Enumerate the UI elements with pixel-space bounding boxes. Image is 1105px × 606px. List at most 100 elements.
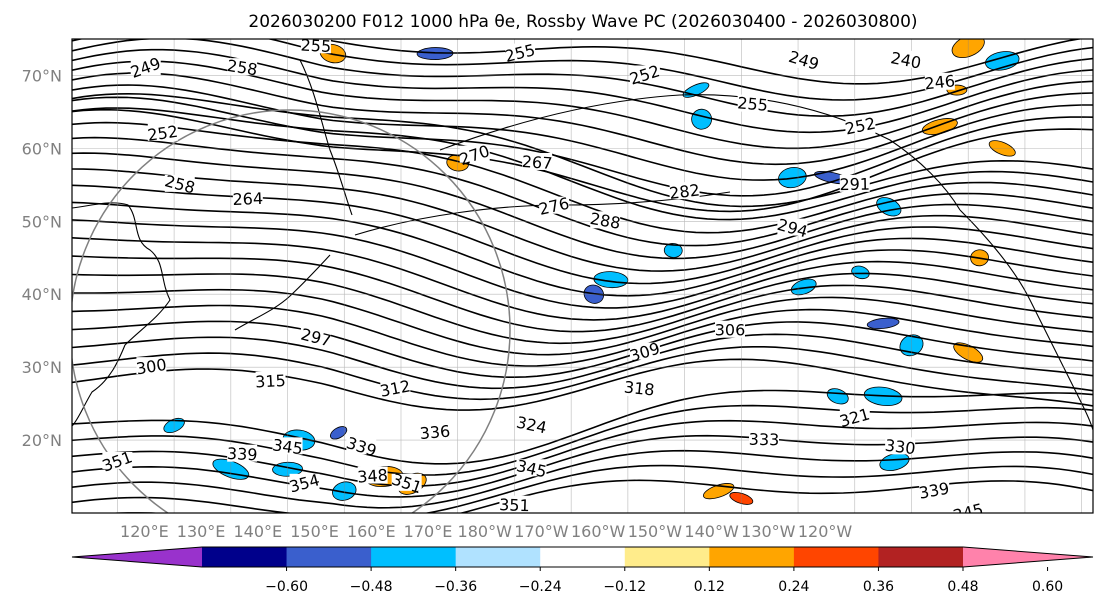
colorbar-outline [71, 546, 1094, 568]
contour-label-bg [459, 145, 490, 163]
contour-label: 351 [499, 495, 530, 515]
colorbar-segment [202, 547, 288, 567]
contour-label-bg [890, 50, 921, 68]
colorbar-segment [455, 547, 541, 567]
contour-label-bg [714, 320, 745, 338]
contour-label-bg [629, 65, 660, 83]
figure-title: 2026030200 F012 1000 hPa θe, Rossby Wave… [248, 12, 917, 32]
contour-line [72, 333, 1093, 390]
colorbar [71, 546, 1094, 568]
contour-label-bg [164, 174, 195, 192]
contour-line [72, 92, 1093, 208]
colorbar-tick-label: 0.48 [947, 579, 978, 595]
contour-label-bg [590, 211, 621, 229]
lon-label: 150°W [628, 522, 683, 541]
anomaly-patch [790, 278, 817, 296]
contour-label-bg [505, 43, 536, 61]
contour-label: 282 [668, 180, 701, 203]
contour-label-bg [839, 408, 870, 426]
contour-line [72, 219, 1093, 309]
longitude-labels: 120°E 130°E 140°E 150°E 160°E 170°E 180°W 170°W… [120, 522, 852, 541]
contour-line [72, 237, 1093, 321]
colorbar-extend-low [72, 547, 202, 567]
colorbar-tick-label: −0.48 [350, 579, 393, 595]
colorbar-segment [878, 547, 964, 567]
contour-label-bg [629, 342, 660, 360]
anomaly-patch [330, 426, 348, 440]
contour-label-bg [737, 94, 768, 112]
contour-label-bg [885, 437, 916, 455]
contour-line [320, 39, 1084, 85]
contour-line [72, 358, 1093, 411]
colorbar-tick-label: 0.60 [1032, 579, 1063, 595]
map-frame [71, 38, 1094, 514]
contour-label-bg [227, 58, 258, 76]
contour-line [72, 39, 1093, 101]
contour-label: 291 [839, 175, 870, 195]
contour-label: 315 [255, 371, 286, 392]
contour-label-bg [420, 422, 451, 440]
lon-label: 120°E [120, 522, 169, 541]
contour-label: 333 [749, 430, 780, 450]
contour-label-bg [522, 152, 553, 170]
contour-label-bg [845, 116, 876, 134]
contour-line [72, 304, 1093, 367]
reference-circle [72, 109, 511, 513]
coast-japan [234, 254, 331, 331]
contour-label-bg [919, 481, 950, 499]
colorbar-tick-label: −0.60 [265, 579, 308, 595]
contour-label: 330 [884, 436, 917, 459]
contour-label: 339 [226, 444, 257, 465]
contour-line [72, 201, 1093, 297]
contour-label: 267 [521, 152, 553, 173]
lon-label: 140°W [684, 522, 739, 541]
coast-asia [72, 202, 171, 427]
contour-label-bg [130, 58, 161, 76]
lat-label: 40°N [22, 285, 62, 304]
colorbar-segment [624, 547, 710, 567]
contour-label-bg [380, 379, 411, 397]
lat-label: 50°N [22, 212, 62, 231]
contour-line [72, 152, 1093, 260]
contour-line [72, 389, 1093, 465]
lon-label: 130°E [177, 522, 226, 541]
lon-label: 150°E [290, 522, 339, 541]
lon-label: 180°W [458, 522, 513, 541]
lat-label: 20°N [22, 431, 62, 450]
contour-label-bg [788, 50, 819, 68]
contour-label-bg [516, 415, 547, 433]
colorbar-segment [371, 547, 457, 567]
contour-label-bg [300, 327, 331, 345]
colorbar-tick-label: −0.24 [519, 579, 562, 595]
lon-label: 130°W [741, 522, 796, 541]
contour-label-bg [839, 174, 870, 192]
colorbar-tick-label: −0.36 [434, 579, 477, 595]
contour-label: 306 [715, 321, 746, 340]
colorbar-tick-label: 0.36 [863, 579, 894, 595]
anomaly-patch [866, 317, 900, 330]
contour-label-bg [669, 182, 700, 200]
lon-label: 160°W [571, 522, 626, 541]
contour-line [72, 72, 1093, 166]
colorbar-tick-label: 0.12 [694, 579, 725, 595]
contour-line [72, 168, 1093, 272]
contour-line [72, 320, 1093, 379]
contour-line [72, 108, 1093, 213]
colorbar-segment [793, 547, 879, 567]
contour-label-bg [102, 451, 133, 469]
contour-label: 300 [135, 355, 168, 379]
colorbar-tick-label: 0.24 [778, 579, 809, 595]
contour-label: 246 [924, 71, 956, 93]
contour-line [72, 464, 1093, 513]
contour-label-bg [357, 466, 388, 484]
contour-label: 255 [300, 36, 331, 57]
latitude-labels: 70°N 60°N 50°N 40°N 30°N 20°N [22, 66, 62, 450]
coast-kamchatka [299, 59, 353, 216]
contour-label-bg [300, 39, 331, 54]
contour-line [72, 346, 1093, 401]
contour-label: 264 [232, 189, 263, 209]
contour-label-bg [346, 437, 377, 455]
contour-label-bg [749, 430, 780, 448]
